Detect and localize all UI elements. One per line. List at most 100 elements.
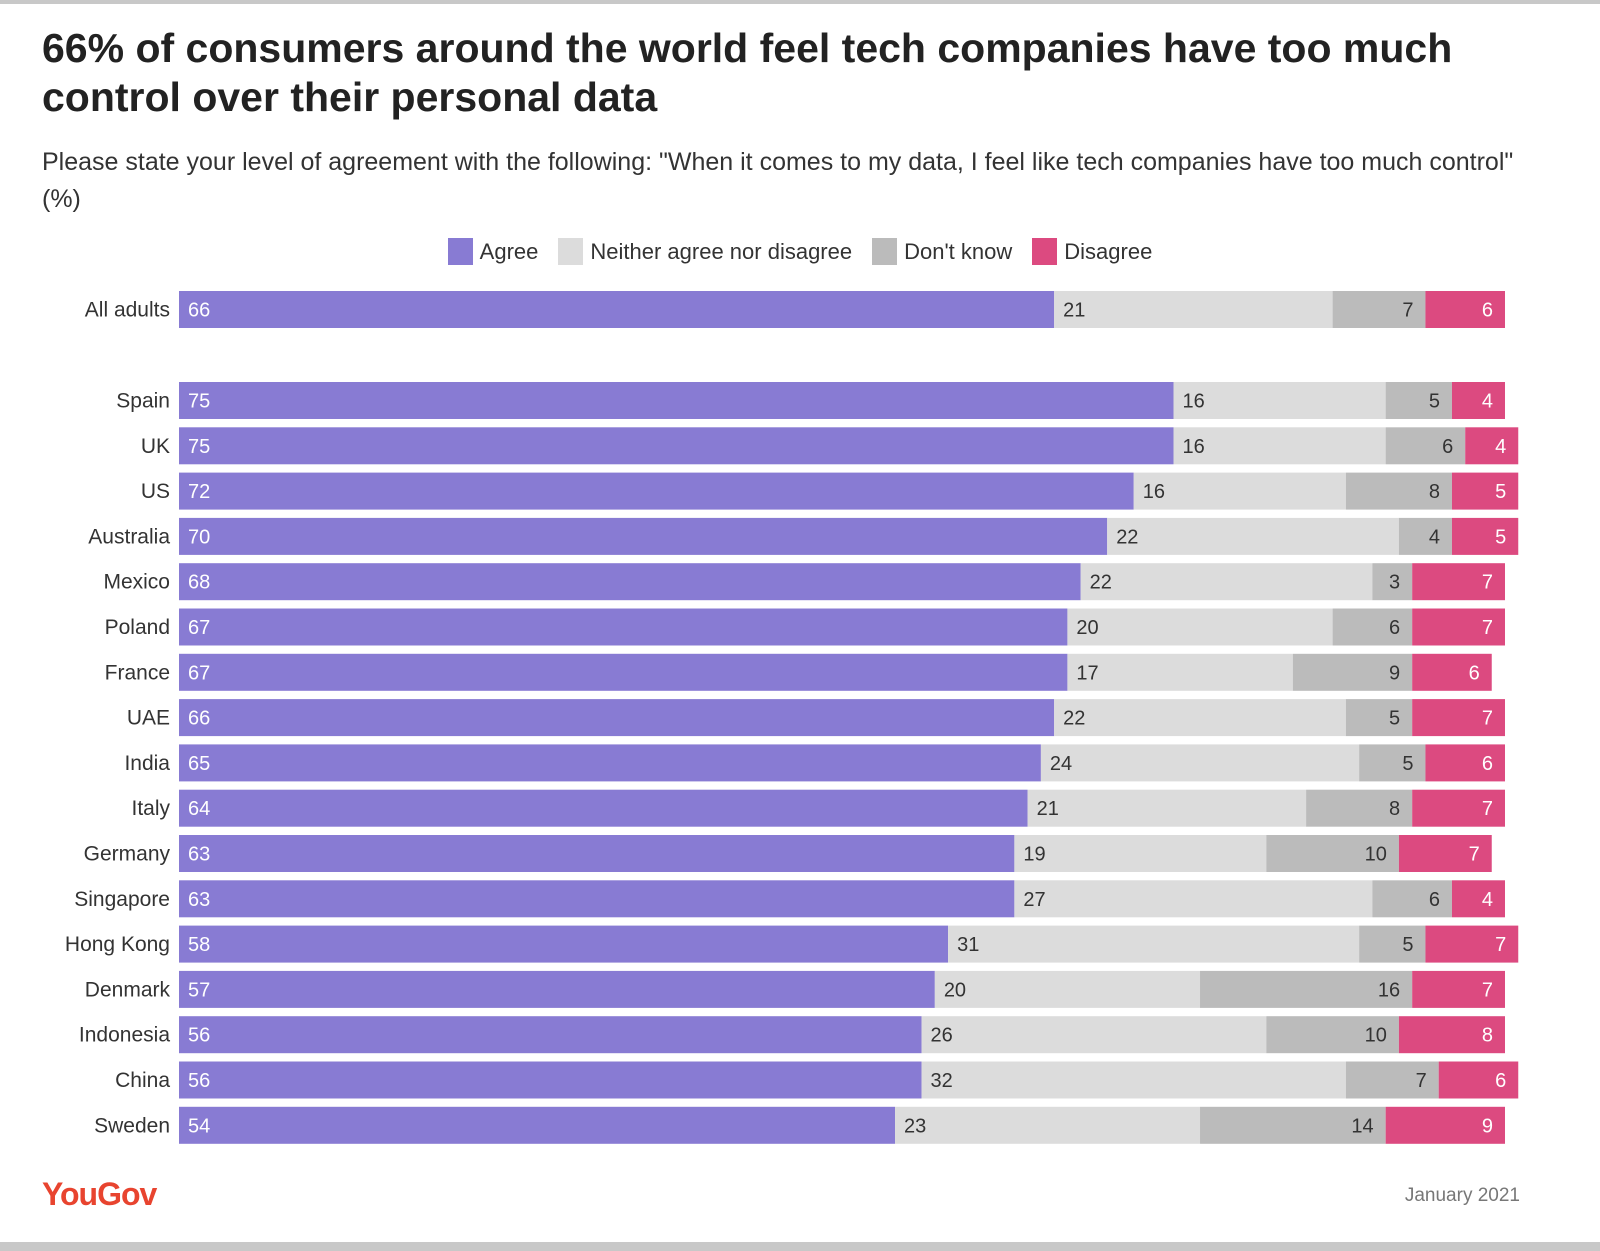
legend-label: Don't know	[904, 238, 1013, 264]
legend-item: Don't know	[872, 238, 1012, 265]
bar-segment	[948, 925, 1360, 963]
bar-segment	[1027, 789, 1307, 827]
data-label: 54	[188, 1115, 210, 1137]
data-label: 7	[1482, 617, 1493, 639]
data-label: 67	[188, 662, 210, 684]
data-label: 4	[1482, 889, 1493, 911]
data-label: 10	[1365, 1025, 1387, 1047]
bar-segment	[1451, 880, 1505, 918]
data-label: 10	[1365, 844, 1387, 866]
bar-segment	[1372, 880, 1452, 918]
data-label: 5	[1429, 391, 1440, 413]
category-label: Denmark	[85, 978, 171, 1001]
data-label: 27	[1023, 889, 1045, 911]
category-label: China	[115, 1069, 170, 1092]
category-label: Sweden	[94, 1114, 170, 1137]
data-label: 21	[1063, 300, 1085, 322]
bar-segment	[1451, 517, 1519, 555]
data-label: 31	[957, 934, 979, 956]
bar-segment	[1133, 472, 1346, 510]
data-label: 22	[1116, 526, 1138, 548]
bar-segment	[179, 925, 949, 963]
bar-row: Mexico 68 22 3 7	[103, 563, 1505, 601]
legend-swatch	[447, 238, 473, 265]
bar-segment	[1359, 925, 1426, 963]
bar-segment	[1054, 699, 1346, 737]
data-label: 3	[1389, 572, 1400, 594]
legend-swatch	[558, 238, 584, 265]
bar-segment	[179, 970, 935, 1008]
data-label: 58	[188, 934, 210, 956]
data-label: 6	[1442, 436, 1453, 458]
data-label: 5	[1495, 526, 1506, 548]
bar-row: Australia 70 22 4 5	[88, 517, 1519, 555]
data-label: 20	[944, 979, 966, 1001]
legend-item: Agree	[447, 238, 539, 265]
data-label: 8	[1389, 798, 1400, 820]
data-label: 56	[188, 1025, 210, 1047]
data-label: 64	[188, 798, 210, 820]
bar-segment	[1292, 653, 1413, 691]
data-label: 17	[1076, 662, 1098, 684]
data-label: 7	[1495, 934, 1506, 956]
bar-segment	[1385, 382, 1452, 419]
data-label: 24	[1050, 753, 1072, 775]
data-label: 72	[188, 481, 210, 503]
bar-segment	[1332, 291, 1426, 328]
bar-row: Germany 63 19 10 7	[84, 835, 1492, 872]
bar-segment	[1412, 699, 1505, 737]
bar-segment	[1200, 1106, 1386, 1144]
bar-segment	[1412, 653, 1492, 691]
data-label: 4	[1429, 526, 1440, 548]
bar-segment	[179, 789, 1028, 827]
bar-segment	[179, 1106, 896, 1144]
data-label: 7	[1482, 572, 1493, 594]
bar-segment	[1465, 427, 1519, 465]
bar-segment	[934, 970, 1201, 1008]
bottom-border	[0, 1242, 1600, 1251]
bar-row: Italy 64 21 8 7	[131, 789, 1505, 827]
bar-segment	[1385, 427, 1466, 465]
category-label: UAE	[127, 707, 170, 730]
data-label: 68	[188, 572, 210, 594]
bar-row: UK 75 16 6 4	[141, 427, 1519, 465]
category-label: Hong Kong	[65, 933, 170, 956]
category-label: Singapore	[74, 888, 170, 911]
yougov-logo: YouGov	[42, 1176, 157, 1212]
bar-segment	[179, 1016, 922, 1054]
category-label: Mexico	[103, 571, 170, 594]
bar-segment	[1412, 608, 1505, 646]
data-label: 7	[1482, 798, 1493, 820]
data-label: 26	[931, 1025, 953, 1047]
category-label: India	[124, 752, 170, 775]
data-label: 5	[1402, 753, 1413, 775]
bar-row: UAE 66 22 5 7	[127, 699, 1505, 737]
legend-item: Disagree	[1032, 238, 1152, 265]
data-label: 63	[188, 889, 210, 911]
data-label: 6	[1495, 1070, 1506, 1092]
bar-segment	[1425, 744, 1505, 782]
bar-segment	[179, 699, 1055, 737]
bar-segment	[1014, 835, 1267, 872]
bar-segment	[1451, 382, 1505, 419]
data-label: 6	[1469, 662, 1480, 684]
data-label: 7	[1469, 844, 1480, 866]
bar-segment	[1345, 1061, 1439, 1099]
category-label: All adults	[85, 299, 170, 322]
bar-segment	[1345, 699, 1413, 737]
legend-swatch	[1032, 238, 1058, 265]
category-label: US	[141, 480, 170, 503]
category-label: Australia	[88, 525, 170, 548]
legend-label: Agree	[479, 238, 539, 264]
bar-segment	[1359, 744, 1426, 782]
bar-segment	[1425, 925, 1519, 963]
bar-segment	[179, 291, 1055, 328]
bar-segment	[1040, 744, 1360, 782]
bar-segment	[1425, 291, 1505, 328]
bar-segment	[1438, 1061, 1519, 1099]
data-label: 8	[1482, 1025, 1493, 1047]
bar-row: Spain 75 16 5 4	[116, 382, 1505, 419]
bar-segment	[1451, 472, 1519, 510]
bar-segment	[1332, 608, 1413, 646]
bar-segment	[1385, 1106, 1505, 1144]
